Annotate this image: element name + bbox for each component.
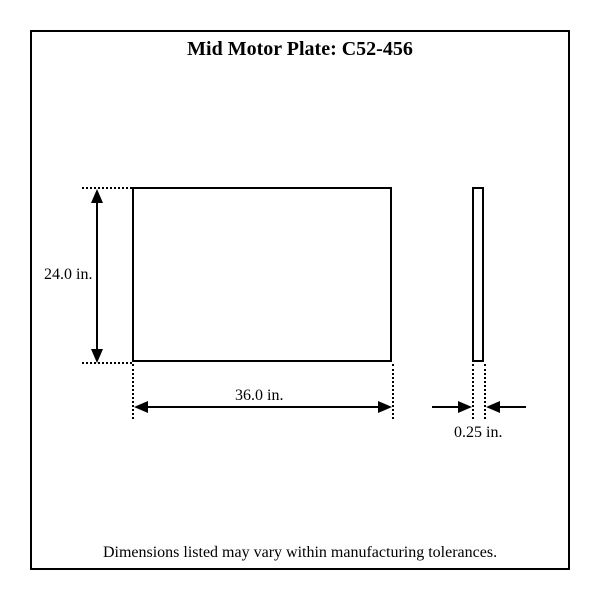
ext-line-height-top — [82, 187, 132, 189]
dim-tail-thick-left — [432, 406, 460, 408]
arrow-width-right — [378, 401, 392, 413]
arrow-thick-right — [486, 401, 500, 413]
drawing-frame: Mid Motor Plate: C52-456 24.0 in. 36.0 i… — [30, 30, 570, 570]
dim-line-width — [137, 406, 389, 408]
dim-label-height: 24.0 in. — [44, 266, 92, 284]
arrow-height-up — [91, 189, 103, 203]
arrow-height-down — [91, 349, 103, 363]
ext-line-height-bottom — [82, 362, 132, 364]
drawing-canvas: 24.0 in. 36.0 in. 0.25 in. — [32, 32, 568, 568]
dim-line-height — [96, 192, 98, 359]
arrow-thick-left — [458, 401, 472, 413]
front-view-plate — [132, 187, 392, 362]
arrow-width-left — [134, 401, 148, 413]
dim-tail-thick-right — [498, 406, 526, 408]
side-view-plate — [472, 187, 484, 362]
dim-label-width: 36.0 in. — [235, 387, 283, 405]
ext-line-width-right — [392, 364, 394, 419]
ext-line-thick-left — [472, 364, 474, 419]
dim-label-thickness: 0.25 in. — [454, 424, 502, 442]
drawing-footer: Dimensions listed may vary within manufa… — [32, 544, 568, 562]
